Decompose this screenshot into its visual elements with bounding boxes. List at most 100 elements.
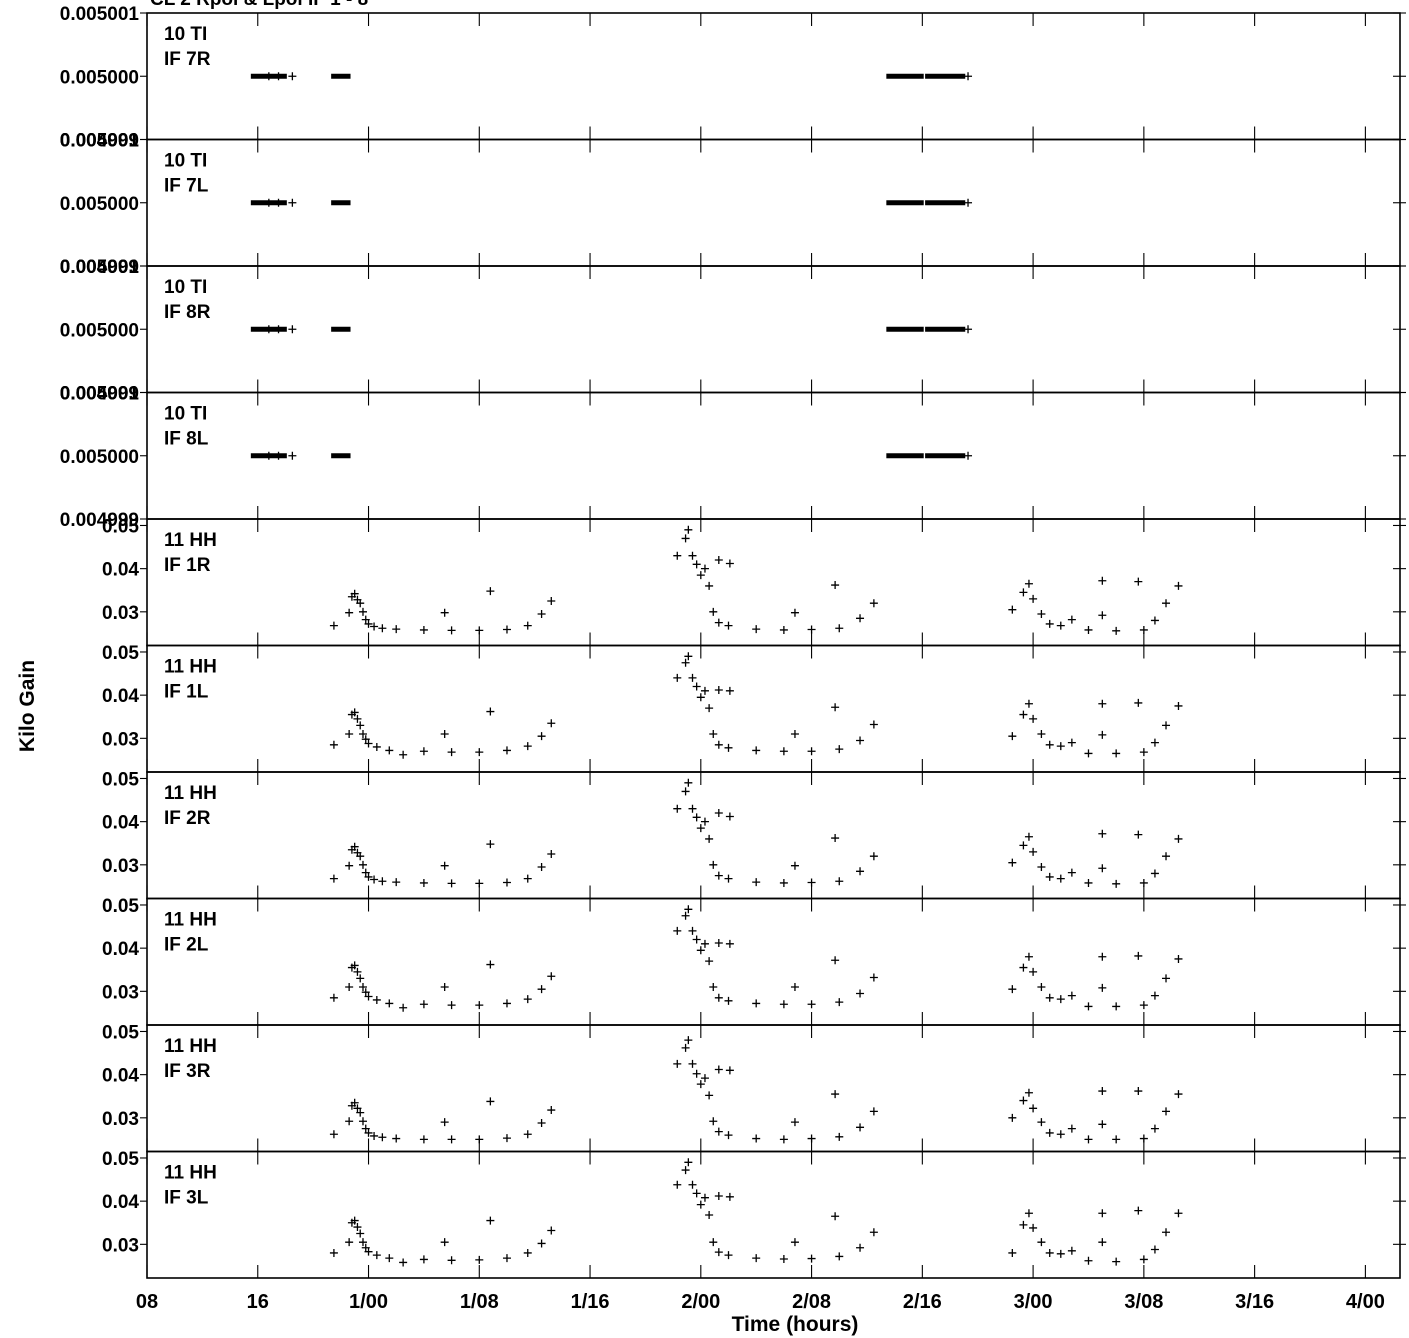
data-point — [353, 967, 362, 976]
data-point — [700, 686, 709, 695]
data-point — [356, 1108, 365, 1117]
data-point — [1112, 1257, 1121, 1266]
data-point — [475, 1135, 484, 1144]
data-point — [709, 860, 718, 869]
y-tick-label: 0.05 — [102, 1022, 139, 1043]
data-point — [288, 325, 297, 334]
data-point — [419, 1255, 428, 1264]
data-point — [264, 72, 273, 81]
data-point — [1134, 577, 1143, 586]
data-point — [358, 730, 367, 739]
data-point — [681, 1166, 690, 1175]
data-point — [1067, 1124, 1076, 1133]
data-point — [673, 926, 682, 935]
panel-frame — [146, 771, 1401, 900]
data-point — [1174, 1090, 1183, 1099]
data-point — [419, 878, 428, 887]
data-point — [1019, 710, 1028, 719]
data-point — [378, 624, 387, 633]
data-point — [486, 587, 495, 596]
data-point — [1067, 615, 1076, 624]
data-point — [705, 581, 714, 590]
data-point — [1008, 605, 1017, 614]
panel-if-label: IF 7L — [164, 176, 209, 197]
data-point — [725, 1192, 734, 1201]
data-point — [1134, 830, 1143, 839]
data-point — [1024, 1209, 1033, 1218]
panel-if-label: IF 2R — [164, 808, 211, 829]
data-point — [752, 625, 761, 634]
data-point — [353, 714, 362, 723]
panel-if-label: IF 3L — [164, 1188, 209, 1209]
data-point — [1084, 625, 1093, 634]
data-point — [692, 935, 701, 944]
data-point — [547, 850, 556, 859]
data-point — [288, 198, 297, 207]
data-point — [1024, 579, 1033, 588]
data-point — [1024, 699, 1033, 708]
data-point — [378, 1133, 387, 1142]
data-point — [684, 1036, 693, 1045]
data-point — [356, 974, 365, 983]
data-point — [1084, 1002, 1093, 1011]
data-point — [1037, 1238, 1046, 1247]
data-point — [361, 615, 370, 624]
data-point — [1098, 983, 1107, 992]
data-point — [688, 1059, 697, 1068]
data-point — [361, 868, 370, 877]
data-point — [790, 861, 799, 870]
data-point — [1045, 1248, 1054, 1257]
data-point — [856, 1123, 865, 1132]
panel-frame — [146, 644, 1401, 773]
data-point — [752, 746, 761, 755]
data-point — [1008, 858, 1017, 867]
data-point — [779, 1135, 788, 1144]
panel-if-label: IF 3R — [164, 1061, 211, 1082]
data-point — [856, 614, 865, 623]
data-point — [714, 993, 723, 1002]
data-point — [1024, 832, 1033, 841]
data-point — [1112, 1135, 1121, 1144]
data-point — [724, 621, 733, 630]
data-point — [1162, 1107, 1171, 1116]
data-point — [364, 872, 373, 881]
data-point — [447, 1256, 456, 1265]
x-tick-label: 2/08 — [792, 1291, 831, 1313]
data-point — [274, 451, 283, 460]
y-tick-label: 0.005001 — [60, 131, 140, 152]
data-point — [1139, 1255, 1148, 1264]
data-point — [288, 72, 297, 81]
y-tick-label: 0.004999 — [60, 510, 139, 531]
data-point — [1098, 730, 1107, 739]
data-point — [486, 840, 495, 849]
chart-title: CL 2 Rpol & Lpol IF 1 - 8 — [150, 0, 368, 10]
data-point — [696, 571, 705, 580]
data-point — [692, 682, 701, 691]
data-point — [447, 626, 456, 635]
data-point — [1162, 599, 1171, 608]
y-tick-label: 0.04 — [102, 939, 139, 960]
data-point — [1098, 952, 1107, 961]
data-point — [1174, 954, 1183, 963]
y-tick-label: 0.04 — [102, 1066, 139, 1087]
data-point — [358, 983, 367, 992]
data-point — [440, 730, 449, 739]
data-point — [399, 1258, 408, 1267]
data-point — [440, 861, 449, 870]
data-point — [709, 607, 718, 616]
y-tick-label: 0.03 — [102, 1235, 139, 1256]
y-tick-label: 0.005000 — [60, 67, 139, 88]
data-point — [353, 1223, 362, 1232]
data-point — [329, 740, 338, 749]
data-point — [1029, 847, 1038, 856]
data-point — [1019, 963, 1028, 972]
data-point — [696, 693, 705, 702]
data-point — [1029, 967, 1038, 976]
data-point — [475, 626, 484, 635]
data-point — [688, 926, 697, 935]
data-point — [475, 879, 484, 888]
data-point — [705, 834, 714, 843]
data-point — [790, 730, 799, 739]
data-point — [345, 983, 354, 992]
